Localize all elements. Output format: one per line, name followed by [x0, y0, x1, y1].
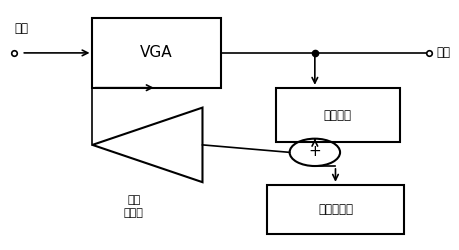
Text: 基准电压源: 基准电压源 [317, 203, 352, 216]
Bar [275, 88, 399, 142]
Text: 输入: 输入 [14, 22, 28, 36]
Text: 输出: 输出 [436, 46, 449, 60]
Text: VGA: VGA [140, 46, 173, 60]
Text: +: + [308, 144, 320, 158]
Text: 整流电路: 整流电路 [323, 108, 351, 122]
Text: 误差
放大器: 误差 放大器 [123, 194, 143, 218]
Bar [92, 18, 220, 88]
Bar [266, 185, 403, 234]
